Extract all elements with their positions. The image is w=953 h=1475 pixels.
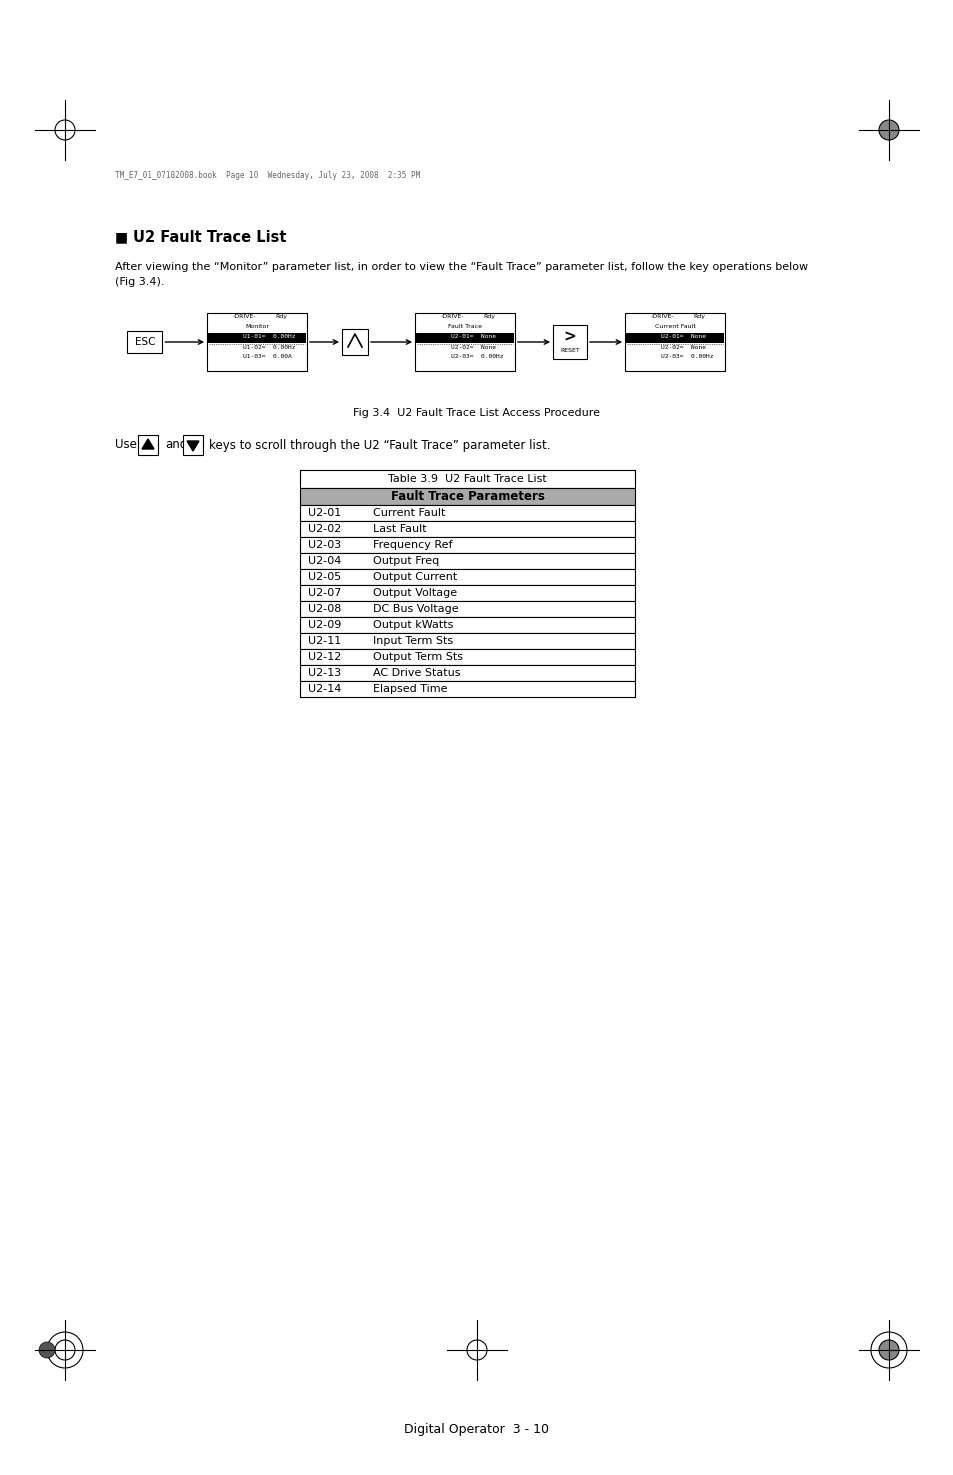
Bar: [128, 330, 162, 353]
Text: U1-01=  0.00Hz: U1-01= 0.00Hz: [243, 335, 295, 339]
Text: U2-08: U2-08: [308, 603, 341, 614]
Text: U2-04: U2-04: [308, 556, 341, 566]
Bar: [299, 569, 635, 586]
Text: U2-05: U2-05: [308, 572, 341, 583]
Text: U2-14: U2-14: [308, 684, 341, 695]
Polygon shape: [142, 440, 153, 448]
Polygon shape: [187, 441, 199, 451]
Bar: [299, 681, 635, 698]
Text: Output kWatts: Output kWatts: [373, 620, 453, 630]
Text: Table 3.9  U2 Fault Trace List: Table 3.9 U2 Fault Trace List: [388, 473, 546, 484]
Bar: [299, 488, 635, 504]
Text: Output Voltage: Output Voltage: [373, 589, 456, 597]
Text: -DRIVE-: -DRIVE-: [233, 314, 256, 319]
Text: Last Fault: Last Fault: [373, 524, 426, 534]
Bar: [299, 586, 635, 600]
Bar: [299, 617, 635, 633]
Text: Input Term Sts: Input Term Sts: [373, 636, 453, 646]
Circle shape: [39, 1342, 55, 1358]
Text: Use: Use: [115, 438, 136, 451]
Text: Current Fault: Current Fault: [654, 323, 695, 329]
Text: (Fig 3.4).: (Fig 3.4).: [115, 277, 164, 288]
Text: U2-07: U2-07: [308, 589, 341, 597]
Text: Current Fault: Current Fault: [373, 507, 445, 518]
Text: and: and: [165, 438, 187, 451]
Text: keys to scroll through the U2 “Fault Trace” parameter list.: keys to scroll through the U2 “Fault Tra…: [209, 438, 550, 451]
Bar: [299, 504, 635, 521]
Text: >: >: [563, 329, 576, 345]
Text: U2-09: U2-09: [308, 620, 341, 630]
Text: U2-12: U2-12: [308, 652, 341, 662]
Text: U2-03=  0.00Hz: U2-03= 0.00Hz: [451, 354, 503, 360]
Bar: [299, 649, 635, 665]
Text: Output Term Sts: Output Term Sts: [373, 652, 462, 662]
Bar: [299, 600, 635, 617]
Bar: [416, 333, 514, 342]
Bar: [625, 333, 723, 342]
Text: TM_E7_01_07182008.book  Page 10  Wednesday, July 23, 2008  2:35 PM: TM_E7_01_07182008.book Page 10 Wednesday…: [115, 171, 420, 180]
Bar: [299, 553, 635, 569]
Text: U2-02=  None: U2-02= None: [660, 345, 713, 350]
Bar: [624, 313, 724, 372]
Text: U2-01=  None: U2-01= None: [660, 335, 713, 339]
Text: DC Bus Voltage: DC Bus Voltage: [373, 603, 458, 614]
Text: Rdy: Rdy: [274, 314, 287, 319]
Bar: [299, 521, 635, 537]
Text: U2-03: U2-03: [308, 540, 341, 550]
Bar: [183, 435, 203, 454]
Text: ESC: ESC: [134, 336, 155, 347]
Bar: [207, 313, 307, 372]
Text: U2-02=  None: U2-02= None: [451, 345, 503, 350]
Text: Fault Trace Parameters: Fault Trace Parameters: [390, 490, 544, 503]
Text: U1-02=  0.00Hz: U1-02= 0.00Hz: [243, 345, 295, 350]
Text: U2-02: U2-02: [308, 524, 341, 534]
Bar: [299, 471, 635, 488]
Text: -DRIVE-: -DRIVE-: [651, 314, 674, 319]
Bar: [415, 313, 515, 372]
Bar: [553, 324, 586, 358]
Text: U2-11: U2-11: [308, 636, 341, 646]
Text: AC Drive Status: AC Drive Status: [373, 668, 460, 679]
Text: Monitor: Monitor: [245, 323, 269, 329]
Text: Fault Trace: Fault Trace: [448, 323, 481, 329]
Text: Rdy: Rdy: [692, 314, 704, 319]
Bar: [299, 633, 635, 649]
Text: Elapsed Time: Elapsed Time: [373, 684, 447, 695]
Bar: [299, 665, 635, 681]
Text: Rdy: Rdy: [482, 314, 495, 319]
Text: U2 Fault Trace List: U2 Fault Trace List: [132, 230, 286, 245]
Bar: [341, 329, 368, 355]
Text: U2-01=  None: U2-01= None: [451, 335, 503, 339]
Text: Frequency Ref: Frequency Ref: [373, 540, 452, 550]
Bar: [299, 537, 635, 553]
Text: U2-13: U2-13: [308, 668, 341, 679]
Text: Fig 3.4  U2 Fault Trace List Access Procedure: Fig 3.4 U2 Fault Trace List Access Proce…: [354, 409, 599, 417]
Bar: [138, 435, 158, 454]
Circle shape: [878, 119, 898, 140]
Text: Digital Operator  3 - 10: Digital Operator 3 - 10: [404, 1423, 549, 1437]
Circle shape: [878, 1339, 898, 1360]
Text: RESET: RESET: [559, 348, 579, 353]
Text: U2-01: U2-01: [308, 507, 341, 518]
Text: U2-03=  0.00Hz: U2-03= 0.00Hz: [660, 354, 713, 360]
Text: -DRIVE-: -DRIVE-: [440, 314, 464, 319]
Text: U1-03=  0.00A: U1-03= 0.00A: [243, 354, 292, 360]
Text: Output Current: Output Current: [373, 572, 456, 583]
Text: ■: ■: [115, 230, 128, 243]
Text: After viewing the “Monitor” parameter list, in order to view the “Fault Trace” p: After viewing the “Monitor” parameter li…: [115, 263, 807, 271]
Text: Output Freq: Output Freq: [373, 556, 438, 566]
Bar: [208, 333, 306, 342]
